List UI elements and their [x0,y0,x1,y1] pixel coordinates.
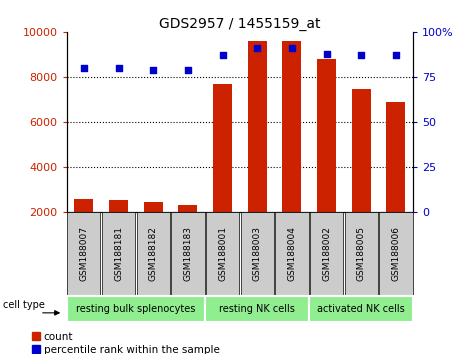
Bar [282,41,302,258]
Point [218,52,227,58]
Legend: count, percentile rank within the sample: count, percentile rank within the sample [29,327,224,354]
Text: GSM188003: GSM188003 [253,227,262,281]
Text: GSM188006: GSM188006 [391,227,400,281]
Text: GSM188007: GSM188007 [79,227,88,281]
Bar [352,90,371,258]
Bar [344,212,378,296]
Bar [275,212,309,296]
Point [288,45,295,51]
Bar [379,212,413,296]
Bar [178,205,198,258]
Bar [240,212,274,296]
Text: GSM188183: GSM188183 [183,227,192,281]
Bar [136,212,170,296]
Text: resting bulk splenocytes: resting bulk splenocytes [76,304,196,314]
Bar [67,212,101,296]
Bar [247,41,267,258]
Text: cell type: cell type [3,300,45,310]
Bar [171,212,205,296]
Point [149,67,157,73]
Text: GSM188004: GSM188004 [287,227,296,281]
Text: activated NK cells: activated NK cells [317,304,405,314]
Bar [74,199,94,258]
Point [358,52,365,58]
Bar [310,212,343,296]
Text: GSM188182: GSM188182 [149,227,158,281]
Bar [317,59,336,258]
Bar [386,102,406,258]
Point [80,65,88,71]
Bar [102,212,135,296]
Bar [66,296,205,322]
Text: GSM188181: GSM188181 [114,227,123,281]
Point [184,67,192,73]
Bar [213,84,232,258]
Text: GSM188002: GSM188002 [322,227,331,281]
Point [323,51,331,56]
Text: GSM188005: GSM188005 [357,227,366,281]
Title: GDS2957 / 1455159_at: GDS2957 / 1455159_at [159,17,321,31]
Bar [205,296,309,322]
Point [392,52,400,58]
Bar [309,296,413,322]
Point [115,65,123,71]
Bar [143,202,163,258]
Bar [109,200,128,258]
Text: GSM188001: GSM188001 [218,227,227,281]
Point [254,45,261,51]
Bar [206,212,239,296]
Text: resting NK cells: resting NK cells [219,304,295,314]
